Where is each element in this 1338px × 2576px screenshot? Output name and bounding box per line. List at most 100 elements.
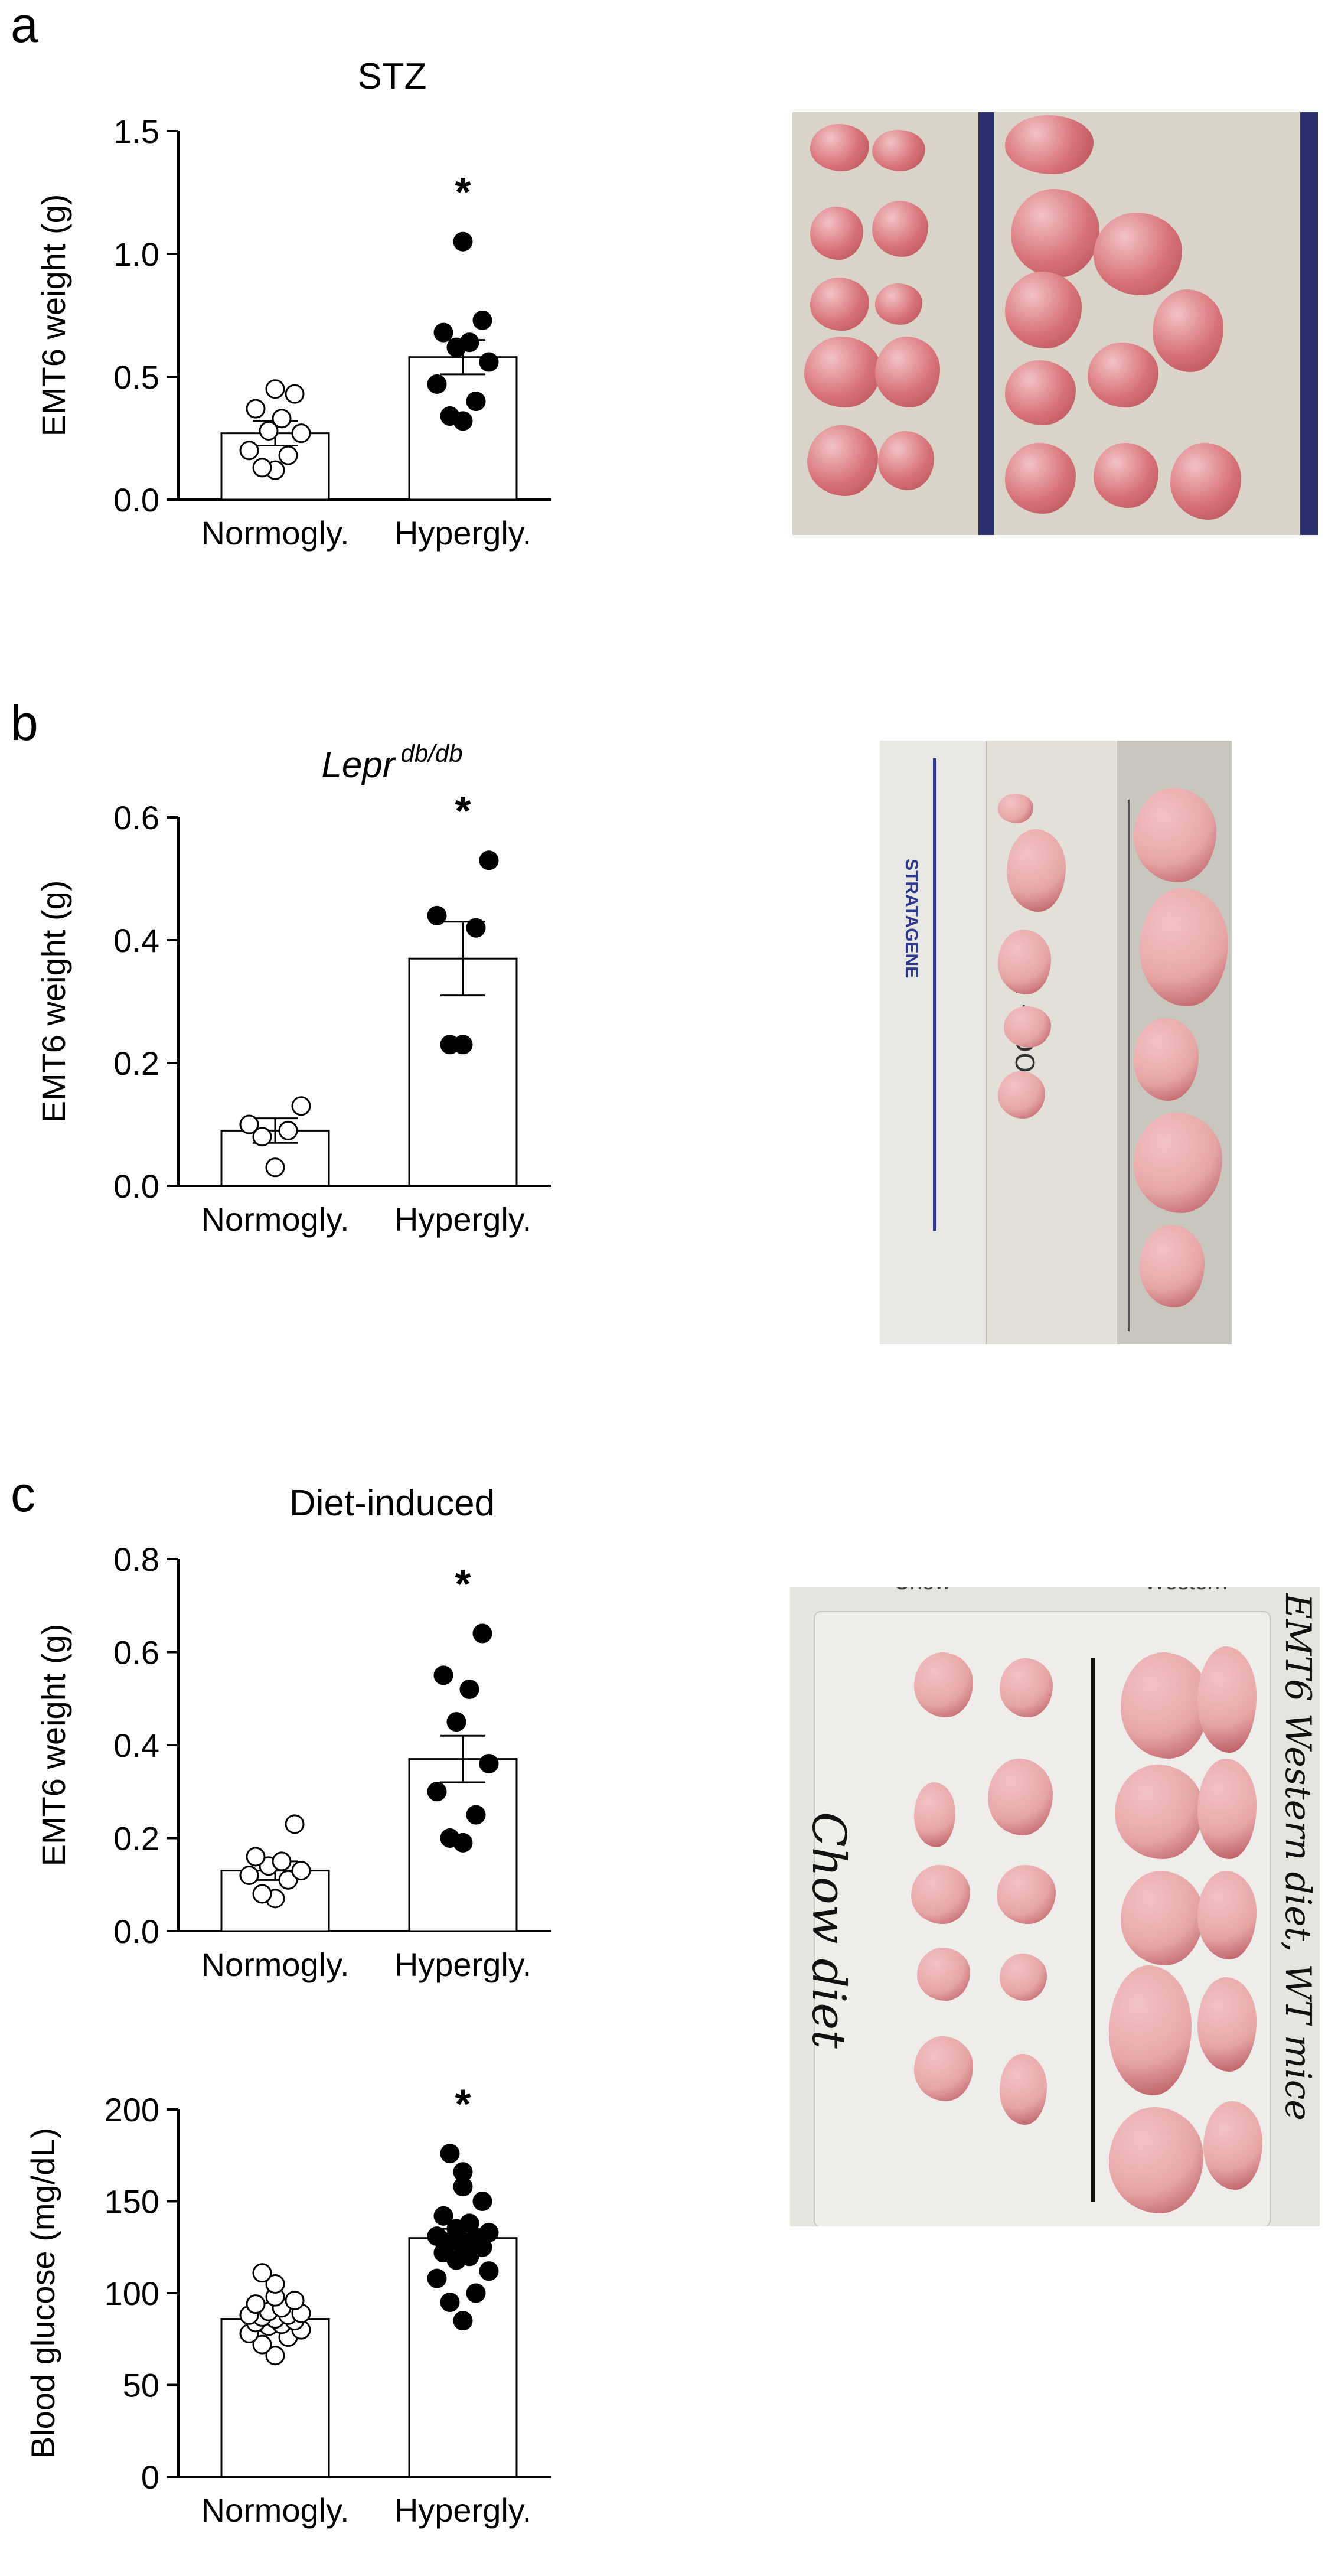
panel-letter-b: b xyxy=(11,695,38,751)
data-point xyxy=(440,1828,460,1848)
tumor-sample xyxy=(1109,1965,1192,2095)
tumor-sample xyxy=(1197,1871,1257,1959)
x-tick-label: Normogly. xyxy=(201,1201,349,1238)
tumor-sample xyxy=(1170,443,1241,520)
tumor-sample xyxy=(998,930,1051,994)
tumor-sample xyxy=(998,1071,1045,1119)
chart-title-superscript: db/db xyxy=(400,739,462,767)
y-axis-label: EMT6 weight (g) xyxy=(35,194,72,437)
data-point xyxy=(265,2346,285,2366)
tumor-sample xyxy=(911,1865,970,1924)
tumor-sample xyxy=(1121,1871,1203,1965)
data-point xyxy=(252,2263,272,2283)
data-point xyxy=(252,1127,272,1147)
data-point xyxy=(252,2334,272,2355)
tumor-sample xyxy=(1134,1113,1222,1213)
y-tick-label: 0 xyxy=(141,2458,159,2496)
y-tick-label: 0.2 xyxy=(113,1045,159,1082)
data-point xyxy=(427,2226,447,2246)
y-tick-label: 0.0 xyxy=(113,481,159,519)
data-point xyxy=(246,2294,266,2314)
data-point xyxy=(252,458,272,478)
y-tick-label: 0.4 xyxy=(113,1727,159,1764)
photo-stz-tumors xyxy=(792,112,1318,535)
tumor-sample xyxy=(1004,1006,1051,1048)
data-point xyxy=(272,409,292,429)
bar-1 xyxy=(408,957,518,1187)
tumor-sample xyxy=(1134,1018,1199,1101)
tumor-sample xyxy=(1005,360,1076,425)
tumor-sample xyxy=(1005,443,1076,514)
data-point xyxy=(472,310,492,330)
data-point xyxy=(259,421,279,441)
y-tick-label: 50 xyxy=(123,2367,159,2404)
tumor-sample xyxy=(1140,1225,1205,1307)
y-tick-label: 0.0 xyxy=(113,1913,159,1950)
panel-letter-a: a xyxy=(11,0,38,53)
tumor-sample xyxy=(1109,2107,1203,2213)
y-tick-label: 0.6 xyxy=(113,799,159,836)
handwriting-chow-diet: Chow diet xyxy=(802,1812,855,2049)
data-point xyxy=(265,1157,285,1178)
photo-diet-tumors: Chow Western Chow diet EMT6 Western diet… xyxy=(790,1587,1320,2226)
panel-letter-c: c xyxy=(11,1466,35,1522)
tumor-sample xyxy=(917,1948,970,2001)
tumor-sample xyxy=(1011,189,1099,278)
tumor-sample xyxy=(810,207,863,260)
data-point xyxy=(291,1096,311,1116)
significance-star: * xyxy=(455,2081,471,2127)
x-tick-label: Hypergly. xyxy=(394,2492,531,2529)
y-tick-label: 0.4 xyxy=(113,922,159,959)
tumor-sample xyxy=(1121,1652,1209,1759)
data-point xyxy=(446,1712,466,1732)
data-point xyxy=(479,850,499,870)
chart-title: Lepr db/db xyxy=(321,739,462,785)
photo-lepr-tumors: STRATAGENE LEPR + DOC xyxy=(880,741,1232,1344)
data-point xyxy=(427,905,447,925)
chart-title: Diet-induced xyxy=(289,1483,495,1524)
tumor-sample xyxy=(807,425,878,496)
y-tick-label: 200 xyxy=(105,2091,159,2128)
data-point xyxy=(459,1680,479,1699)
tumor-sample xyxy=(1094,213,1182,295)
significance-star: * xyxy=(455,1561,471,1607)
tumor-sample xyxy=(988,1759,1053,1835)
tumor-sample xyxy=(872,130,925,171)
data-point xyxy=(285,1814,305,1834)
tumor-sample xyxy=(1000,1658,1053,1717)
data-point xyxy=(246,399,266,419)
tumor-sample xyxy=(1005,272,1082,348)
data-point xyxy=(466,392,486,412)
tumor-sample xyxy=(804,337,881,407)
data-point xyxy=(265,379,285,399)
tumor-sample xyxy=(875,337,940,407)
chart-title: STZ xyxy=(357,56,426,97)
data-point xyxy=(285,384,305,404)
y-tick-label: 0.5 xyxy=(113,358,159,396)
tumor-sample xyxy=(1115,1765,1203,1859)
data-point xyxy=(479,352,499,372)
y-tick-label: 0.6 xyxy=(113,1634,159,1671)
data-point xyxy=(278,445,298,465)
slide-divider xyxy=(1128,800,1130,1331)
chart-0: 0.0 0.5 1.0 1.5 EMT6 weight (g) STZ Normogly. H… xyxy=(35,56,551,552)
data-point xyxy=(278,1870,298,1890)
tumor-sample xyxy=(1000,1954,1047,2001)
tumor-sample xyxy=(878,431,934,490)
col-label-western: Western xyxy=(1144,1587,1228,1595)
data-point xyxy=(433,322,453,343)
data-point xyxy=(246,1847,266,1867)
tumor-sample xyxy=(1005,115,1094,174)
data-point xyxy=(427,1782,447,1802)
data-point xyxy=(278,1120,298,1140)
data-point xyxy=(479,2261,499,2281)
data-point xyxy=(239,441,259,461)
ruler-brand: STRATAGENE xyxy=(902,859,921,979)
tumor-sample xyxy=(1094,443,1158,508)
data-point xyxy=(453,2162,473,2182)
x-tick-label: Normogly. xyxy=(201,2492,349,2529)
tumor-sample xyxy=(1000,2054,1047,2125)
data-point xyxy=(291,423,311,444)
tumor-sample xyxy=(1203,2101,1262,2190)
